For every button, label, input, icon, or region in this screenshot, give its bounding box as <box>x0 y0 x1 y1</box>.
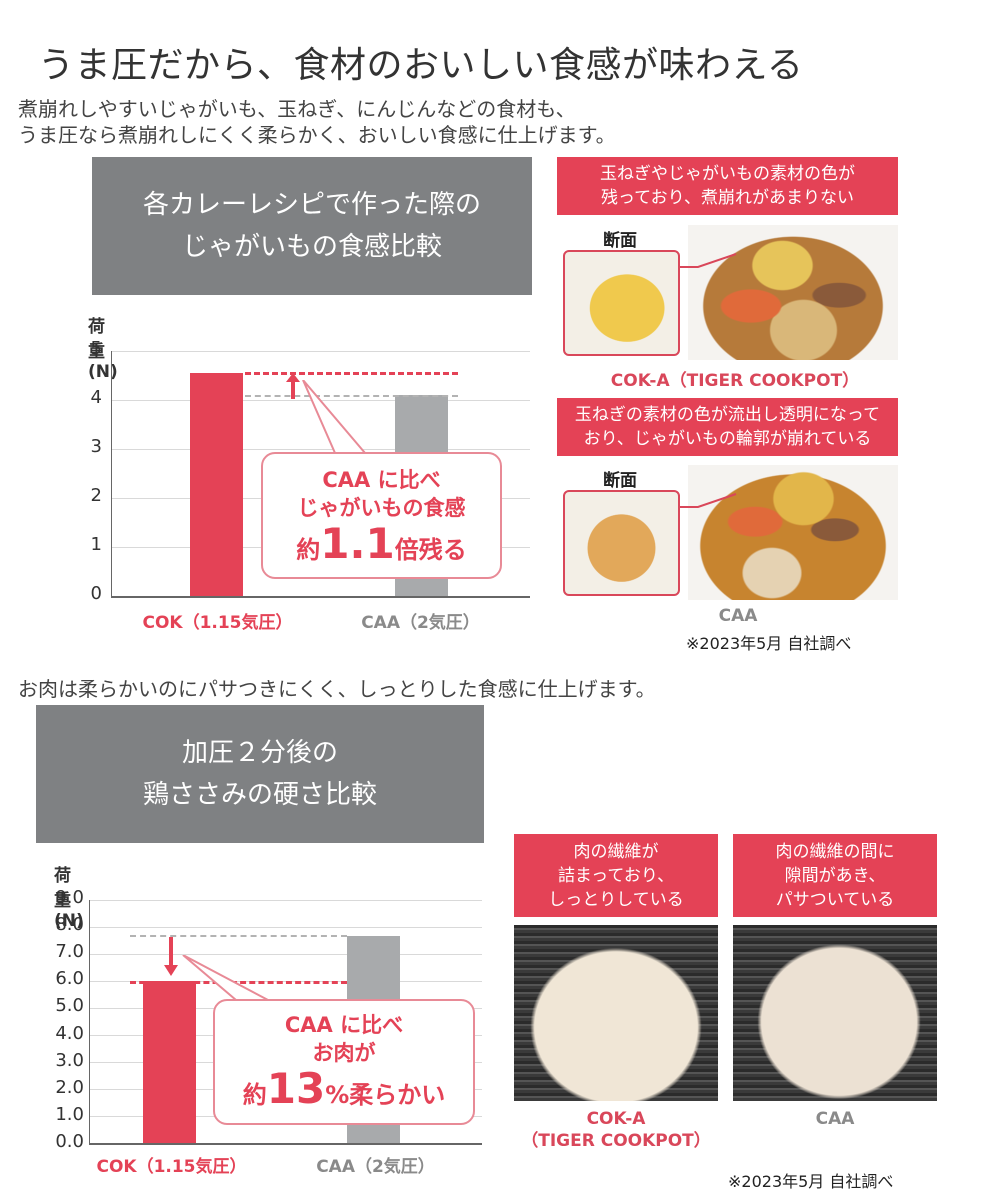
inset-connector <box>678 253 737 268</box>
x-label-cok: COK（1.15気圧） <box>96 1157 247 1177</box>
callout-line: お肉が <box>312 1041 376 1065</box>
down-arrow-icon <box>164 937 178 976</box>
callout-prefix: 約 <box>242 1081 267 1109</box>
banner-line: 残っており、煮崩れがあまりない <box>601 188 854 208</box>
bar-cok <box>190 373 243 596</box>
banner-line: 詰まっており、 <box>557 865 675 886</box>
caa-chicken-caption: CAA <box>733 1108 937 1130</box>
callout-value: 1.1 <box>320 519 395 568</box>
y-axis <box>89 900 90 1144</box>
caa-level-line <box>245 395 458 397</box>
cok-chicken-banner: 肉の繊維が 詰まっており、 しっとりしている <box>514 834 718 917</box>
callout-pointer <box>302 380 368 454</box>
title-line: 鶏ささみの硬さ比較 <box>142 780 377 810</box>
y-tick: 2.0 <box>55 1077 84 1098</box>
caa-curry-caption: CAA <box>718 606 758 626</box>
inset-connector <box>678 493 737 508</box>
banner-line: しっとりしている <box>548 889 684 910</box>
y-axis <box>111 351 112 597</box>
y-tick: 3.0 <box>55 1050 84 1071</box>
survey-note: ※2023年5月 自社調べ <box>728 1172 894 1191</box>
potato-callout: CAA に比べ じゃがいもの食感 約1.1倍残る <box>261 452 502 579</box>
cok-curry-photo <box>688 225 898 360</box>
banner-line: 肉の繊維が <box>573 841 659 862</box>
section1-lead: 煮崩れしやすいじゃがいも、玉ねぎ、にんじんなどの食材も、 うま圧なら煮崩れしにく… <box>18 96 616 148</box>
y-tick: 8.0 <box>55 914 84 935</box>
caption-line: COK-A <box>586 1109 646 1129</box>
x-label-caa: CAA（2気圧） <box>361 613 480 633</box>
x-label-cok: COK（1.15気圧） <box>142 613 293 633</box>
caption-line: （TIGER COOKPOT） <box>521 1131 711 1151</box>
callout-highlight: 約1.1倍残る <box>263 522 500 572</box>
x-axis <box>111 596 530 598</box>
y-axis-title: 荷重 (N) <box>88 317 118 382</box>
chicken-callout: CAA に比べ お肉が 約13%柔らかい <box>213 999 475 1125</box>
cok-chicken-caption: COK-A （TIGER COOKPOT） <box>514 1108 718 1152</box>
title-line: 加圧２分後の <box>181 738 338 768</box>
cok-potato-inset-photo <box>563 250 680 356</box>
y-tick: 5 <box>90 338 102 359</box>
cok-level-line <box>130 981 347 984</box>
gridline <box>112 351 530 352</box>
gridline <box>90 954 482 955</box>
cok-curry-banner: 玉ねぎやじゃがいもの素材の色が 残っており、煮崩れがあまりない <box>557 157 898 215</box>
callout-highlight: 約13%柔らかい <box>215 1067 473 1117</box>
caa-curry-photo <box>688 465 898 600</box>
caption-line: CAA <box>815 1109 855 1129</box>
banner-line: 隙間があき、 <box>784 865 886 886</box>
banner-line: 玉ねぎやじゃがいもの素材の色が <box>600 164 855 184</box>
section2-lead: お肉は柔らかいのにパサつきにくく、しっとりした食感に仕上げます。 <box>18 677 656 701</box>
callout-suffix: %柔らかい <box>325 1081 446 1109</box>
caa-potato-inset-photo <box>563 490 680 596</box>
caa-curry-banner: 玉ねぎの素材の色が流出し透明になって おり、じゃがいもの輪郭が崩れている <box>557 398 898 456</box>
y-tick: 2 <box>90 485 102 506</box>
title-line: じゃがいもの食感比較 <box>181 232 442 262</box>
y-tick: 4 <box>90 387 102 408</box>
y-tick: 1.0 <box>55 1104 84 1125</box>
callout-line: じゃがいもの食感 <box>297 496 466 520</box>
callout-value: 13 <box>266 1064 326 1113</box>
x-label-caa: CAA（2気圧） <box>316 1157 435 1177</box>
y-tick: 6.0 <box>55 968 84 989</box>
cok-chicken-photo <box>514 925 718 1101</box>
y-tick: 0 <box>90 583 102 604</box>
banner-line: おり、じゃがいもの輪郭が崩れている <box>583 429 872 449</box>
y-tick: 4.0 <box>55 1023 84 1044</box>
y-tick: 3 <box>90 436 102 457</box>
banner-line: 肉の繊維の間に <box>775 841 895 862</box>
callout-prefix: 約 <box>296 536 321 564</box>
gridline <box>90 900 482 901</box>
banner-line: 玉ねぎの素材の色が流出し透明になって <box>574 405 881 425</box>
callout-line: CAA に比べ <box>322 468 441 492</box>
up-arrow-icon <box>286 373 300 399</box>
chicken-chart-title: 加圧２分後の 鶏ささみの硬さ比較 <box>36 705 484 843</box>
caa-level-line <box>130 935 347 937</box>
callout-line: CAA に比べ <box>284 1013 404 1037</box>
gridline <box>112 449 530 450</box>
caa-chicken-banner: 肉の繊維の間に 隙間があき、 パサついている <box>733 834 937 917</box>
bar-cok <box>143 981 196 1143</box>
cok-curry-caption: COK-A（TIGER COOKPOT） <box>610 371 860 391</box>
y-tick: 5.0 <box>55 995 84 1016</box>
y-tick: 0.0 <box>55 1131 84 1152</box>
x-axis <box>89 1143 482 1145</box>
survey-note: ※2023年5月 自社調べ <box>686 634 852 653</box>
callout-suffix: 倍残る <box>394 536 467 564</box>
page-headline: うま圧だから、食材のおいしい食感が味わえる <box>38 45 804 86</box>
potato-chart-title: 各カレーレシピで作った際の じゃがいもの食感比較 <box>92 157 532 295</box>
banner-line: パサついている <box>775 889 895 910</box>
cok-level-line <box>245 372 458 375</box>
caa-chicken-photo <box>733 925 937 1101</box>
cross-section-label: 断面 <box>603 471 637 491</box>
cross-section-label: 断面 <box>603 231 637 251</box>
lead-line: うま圧なら煮崩れしにくく柔らかく、おいしい食感に仕上げます。 <box>18 123 616 147</box>
callout-pointer <box>182 955 269 1001</box>
gridline <box>90 927 482 928</box>
title-line: 各カレーレシピで作った際の <box>142 190 481 220</box>
y-tick: 1 <box>90 534 102 555</box>
y-axis-title: 荷重 (N) <box>54 866 84 931</box>
lead-line: 煮崩れしやすいじゃがいも、玉ねぎ、にんじんなどの食材も、 <box>18 97 576 121</box>
y-tick: 9.0 <box>55 887 84 908</box>
y-tick: 7.0 <box>55 941 84 962</box>
